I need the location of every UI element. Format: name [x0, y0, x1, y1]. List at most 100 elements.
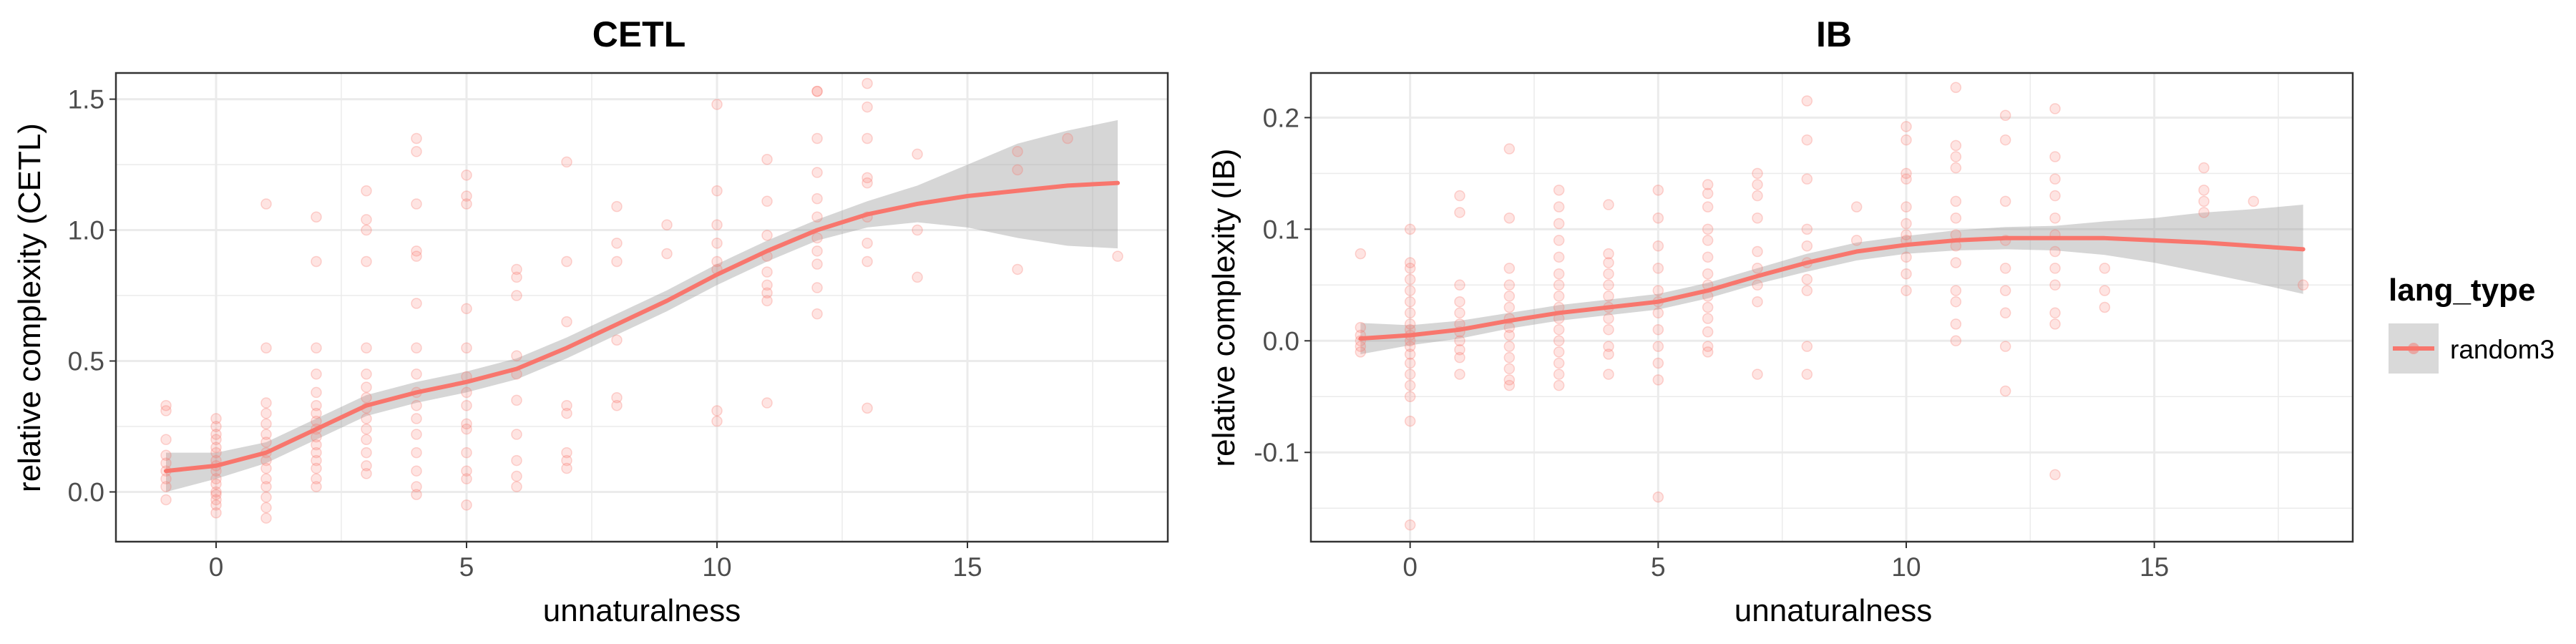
data-point [1999, 109, 2011, 122]
data-point [1603, 257, 1614, 268]
data-point [711, 238, 723, 249]
data-point [1503, 143, 1516, 155]
data-point [661, 219, 673, 230]
data-point [260, 418, 272, 430]
data-point [1404, 263, 1416, 274]
data-point [761, 279, 773, 291]
data-point [260, 407, 272, 419]
data-point [311, 369, 322, 380]
data-point [260, 342, 272, 353]
data-point [811, 258, 823, 270]
data-point [461, 198, 472, 210]
data-point [1603, 291, 1614, 302]
data-point [611, 200, 623, 213]
data-point [1355, 341, 1367, 352]
data-point [1950, 296, 1962, 308]
data-point [1355, 248, 1367, 260]
data-point [1553, 379, 1565, 391]
data-point [761, 230, 773, 241]
data-point [461, 399, 472, 411]
panel-title: IB [1816, 14, 1852, 54]
data-point [1702, 251, 1714, 263]
data-point [1603, 268, 1614, 280]
data-point [2198, 207, 2210, 218]
data-point [1404, 223, 1416, 235]
data-point [561, 407, 572, 419]
data-point [411, 489, 422, 500]
data-point [2198, 185, 2210, 196]
data-point [561, 316, 572, 328]
x-tick-label: 10 [702, 552, 731, 582]
y-tick-label: 1.5 [68, 85, 104, 114]
data-point [1950, 318, 1962, 330]
data-point [1454, 296, 1465, 308]
data-point [862, 132, 873, 145]
data-point [611, 391, 623, 404]
smooth-line [164, 180, 1120, 474]
y-tick-label: 0.5 [68, 347, 104, 376]
data-point [1702, 187, 1714, 200]
data-point [1454, 344, 1465, 356]
data-point [1999, 385, 2011, 397]
data-point [1503, 301, 1516, 313]
data-point [611, 238, 623, 249]
data-point [1702, 223, 1714, 235]
data-point [2049, 212, 2061, 224]
data-point [361, 342, 372, 353]
data-point [1652, 341, 1664, 352]
plot-border [1309, 72, 2354, 543]
data-point [1603, 341, 1614, 352]
data-point [210, 429, 222, 440]
data-point [1404, 257, 1416, 268]
data-point [2049, 245, 2061, 258]
data-point [611, 399, 623, 411]
data-point [1404, 391, 1416, 403]
data-point [511, 271, 522, 283]
data-point [160, 494, 172, 506]
data-point [1702, 326, 1714, 338]
plot-border [114, 72, 1169, 543]
data-point [2049, 279, 2061, 291]
chart-panel-cetl: CETL 0 5 10 15 0.0 0.5 1.0 1.5 unnaturalness re… [12, 14, 1169, 628]
data-point [811, 232, 823, 244]
data-point [711, 219, 723, 230]
data-point [1603, 279, 1614, 291]
data-point [811, 308, 823, 320]
data-point [2049, 173, 2061, 185]
data-point [511, 263, 522, 275]
data-point [561, 156, 572, 168]
y-tick-label: 0.1 [1263, 215, 1299, 244]
data-point [1652, 323, 1664, 336]
data-point [811, 85, 823, 97]
data-point [411, 342, 422, 353]
data-point [1454, 307, 1465, 319]
data-point [461, 169, 472, 181]
data-point [411, 465, 422, 477]
data-point [311, 473, 322, 484]
data-point [862, 255, 873, 268]
data-point [761, 195, 773, 208]
data-point [611, 255, 623, 268]
legend-title: lang_type [2389, 273, 2535, 308]
data-point [1454, 335, 1465, 347]
data-point [811, 192, 823, 205]
data-point [1901, 121, 1912, 132]
data-point [1702, 341, 1714, 352]
data-point [1603, 323, 1614, 336]
data-point [1702, 235, 1714, 246]
data-point [361, 468, 372, 479]
data-point [761, 295, 773, 307]
data-point [811, 211, 823, 223]
data-point [511, 290, 522, 301]
data-point [260, 397, 272, 409]
data-point [1503, 291, 1516, 302]
data-point [1999, 263, 2011, 274]
data-point [561, 255, 572, 268]
data-point [1801, 341, 1813, 352]
data-point [311, 407, 322, 419]
data-point [1503, 263, 1516, 274]
data-point [711, 405, 723, 416]
data-point [1503, 341, 1516, 352]
data-point [1652, 185, 1664, 196]
data-point [1702, 201, 1714, 213]
